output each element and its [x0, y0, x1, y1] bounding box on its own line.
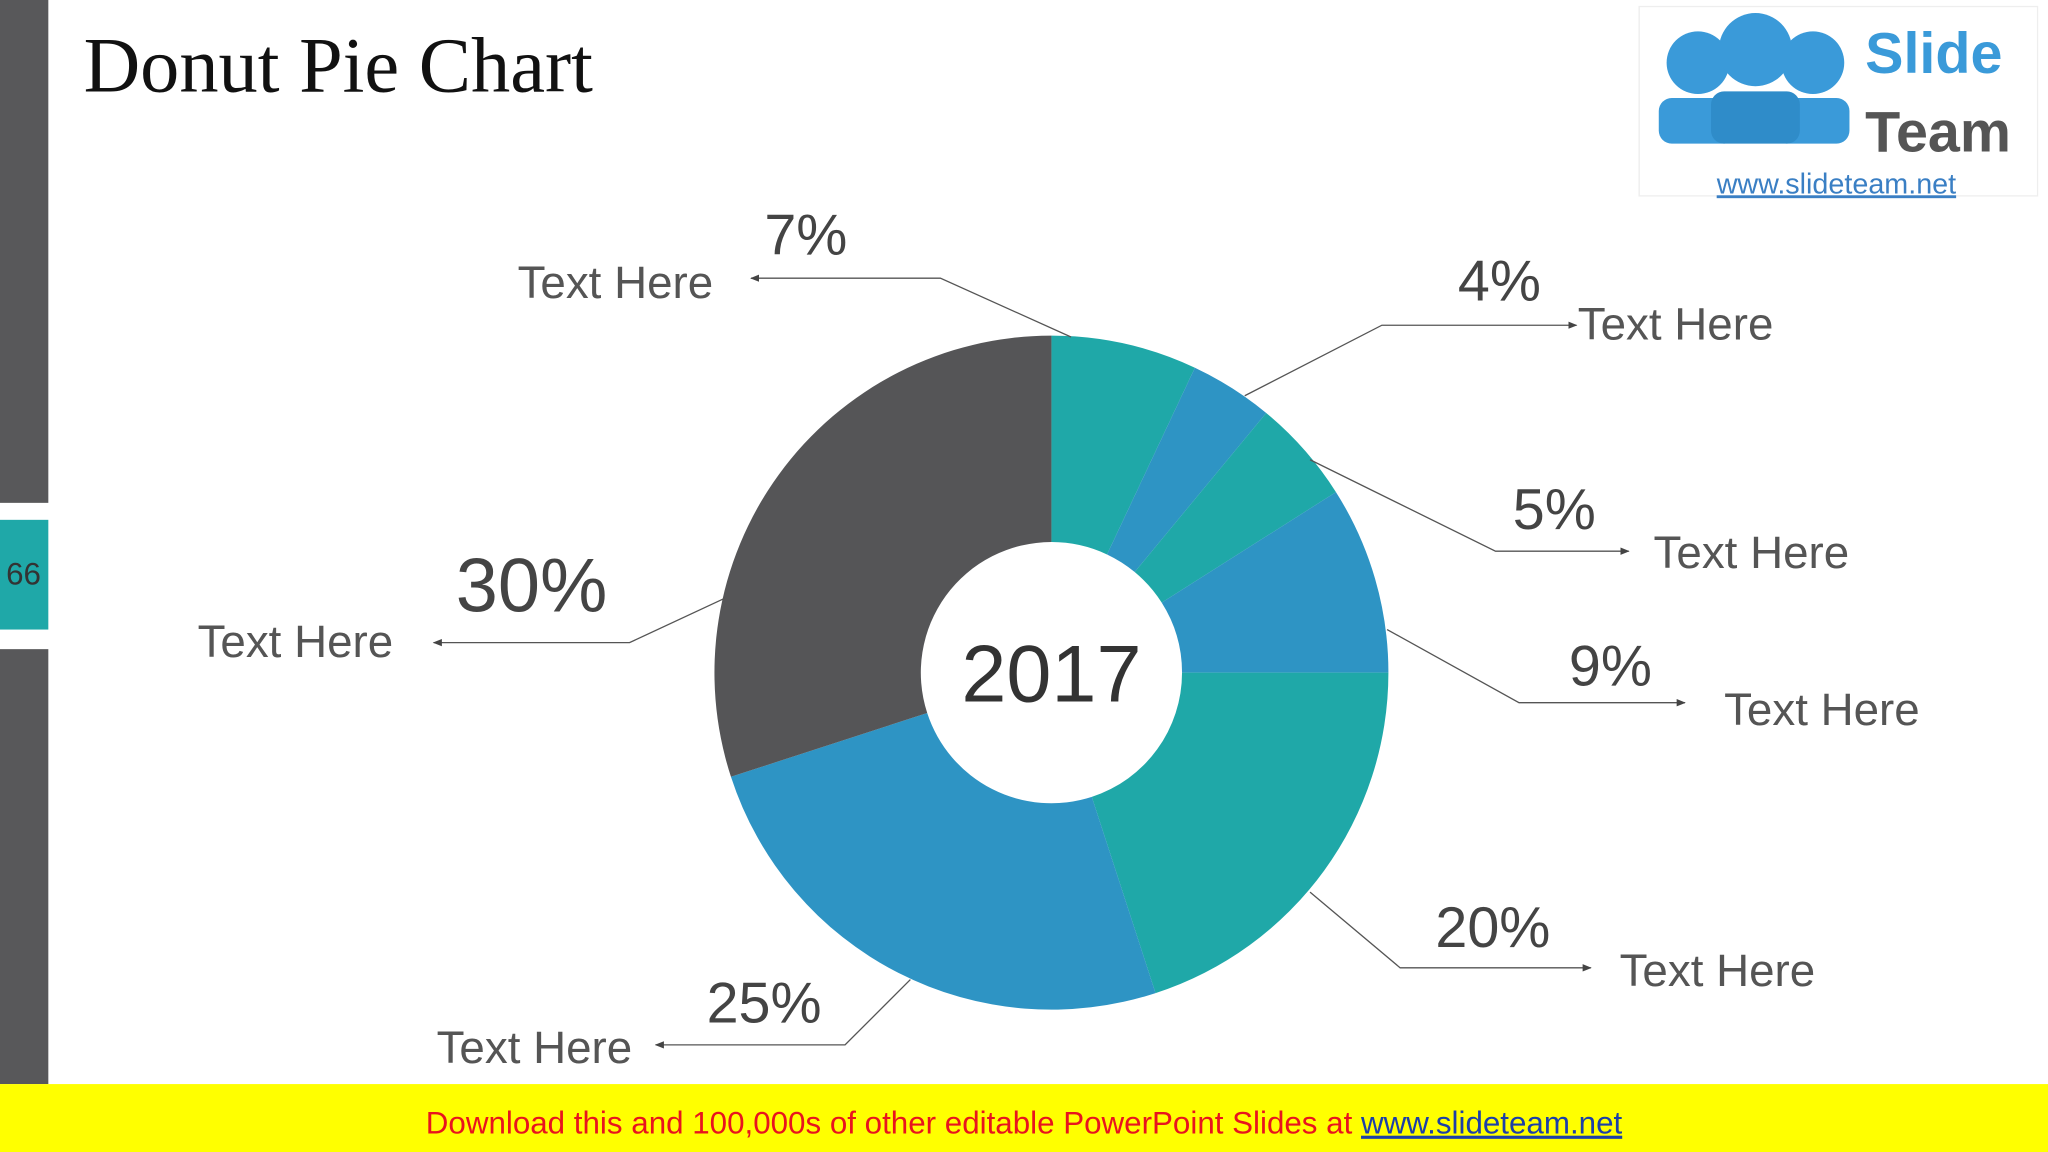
footer: Download this and 100,000s of other edit…: [426, 1106, 1623, 1141]
logo-icon: [1711, 91, 1800, 144]
donut-chart: 7% Text Here 4% Text Here 5% Text Here 9% Text …: [198, 204, 1920, 1073]
footer-bar: [0, 1084, 2048, 1152]
value-label: 25%: [707, 972, 822, 1036]
logo: Slide Team www.slideteam.net: [1638, 5, 2039, 200]
category-label: Text Here: [198, 616, 394, 667]
slice: [1107, 367, 1267, 573]
category-label: Text Here: [1620, 945, 1816, 996]
chart-title: Donut Pie Chart: [84, 21, 594, 108]
value-label: 5%: [1513, 478, 1596, 542]
footer-link[interactable]: www.slideteam.net: [1360, 1106, 1622, 1141]
center-label: 2017: [961, 629, 1141, 719]
category-label: Text Here: [437, 1022, 633, 1073]
logo-url[interactable]: www.slideteam.net: [1716, 168, 1956, 200]
side-bar: [0, 649, 49, 1085]
category-label: Text Here: [1654, 527, 1850, 578]
leader-line: [1386, 628, 1686, 707]
logo-icon: [1718, 13, 1792, 87]
category-label: Text Here: [1724, 684, 1920, 735]
category-label: Text Here: [518, 257, 714, 308]
value-label: 4%: [1458, 249, 1541, 313]
side-bar: [0, 0, 49, 503]
leader-line: [432, 597, 726, 647]
leader-line: [1244, 321, 1578, 397]
category-label: Text Here: [1578, 299, 1774, 350]
leader-line: [1309, 891, 1592, 972]
logo-text: Slide: [1865, 22, 2002, 86]
slice: [714, 335, 1052, 777]
slice: [730, 713, 1156, 1010]
logo-text: Team: [1865, 101, 2011, 165]
logo-icon: [1781, 31, 1845, 95]
page-number: 66: [6, 556, 41, 591]
footer-text: Download this and 100,000s of other edit…: [426, 1106, 1361, 1141]
slice: [1091, 672, 1389, 994]
slice: [1051, 335, 1195, 555]
value-label: 30%: [456, 543, 608, 628]
value-label: 9%: [1569, 635, 1652, 699]
leader-line: [750, 274, 1072, 338]
value-label: 20%: [1435, 896, 1550, 960]
page-number-box: [0, 519, 49, 630]
value-label: 7%: [764, 204, 847, 268]
leader-line: [1309, 459, 1630, 555]
slice: [1161, 492, 1389, 673]
leader-line: [654, 979, 911, 1049]
slice: [1134, 413, 1336, 603]
logo-icon: [1666, 31, 1730, 95]
